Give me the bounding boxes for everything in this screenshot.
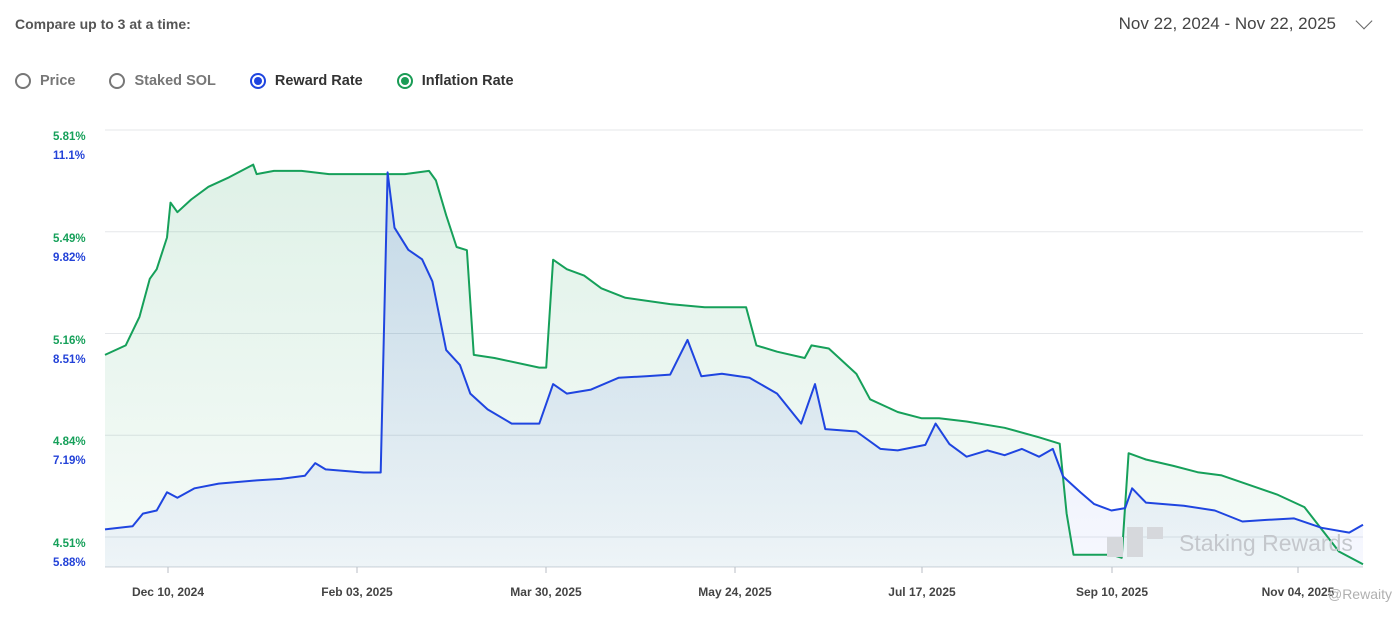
- radio-unchecked-icon: [15, 73, 31, 89]
- y-tick-reward: 5.88%: [53, 557, 86, 569]
- y-tick-reward: 7.19%: [53, 455, 86, 468]
- reward-rate-line[interactable]: [104, 171, 1364, 534]
- x-tick-label: Mar 30, 2025: [510, 585, 582, 599]
- y-tick-inflation: 5.16%: [53, 334, 86, 347]
- x-tick-label: Nov 04, 2025: [1261, 585, 1335, 599]
- staking-rewards-logo-icon: [1107, 527, 1163, 557]
- radio-checked-icon: [249, 73, 266, 89]
- x-tick-label: Dec 10, 2024: [131, 585, 205, 599]
- radio-unchecked-icon: [109, 73, 126, 89]
- toggle-inflation-rate-label: Inflation Rate: [421, 73, 514, 89]
- y-tick-reward: 8.51%: [53, 353, 86, 366]
- y-tick-inflation: 4.84%: [53, 436, 86, 449]
- watermark-handle: @Rewaity: [1327, 586, 1392, 602]
- toggle-staked-sol-label: Staked SOL: [134, 73, 216, 89]
- toggle-staked-sol[interactable]: Staked SOL: [109, 73, 216, 89]
- toggle-price[interactable]: Price: [15, 73, 75, 89]
- staking-rewards-watermark: Staking Rewards: [1107, 527, 1353, 559]
- x-tick-label: Jul 17, 2025: [888, 585, 956, 599]
- compare-label: Compare up to 3 at a time:: [15, 16, 191, 32]
- y-tick-inflation: 4.51%: [53, 538, 86, 550]
- reward-rate-area: [105, 172, 1363, 567]
- toggle-inflation-rate[interactable]: Inflation Rate: [396, 73, 514, 89]
- watermark-text: Staking Rewards: [1179, 529, 1353, 556]
- series-toggles: Price Staked SOL Reward Rate Inflation R…: [15, 73, 548, 89]
- toggle-reward-rate-label: Reward Rate: [274, 73, 363, 89]
- y-tick-reward: 9.82%: [53, 251, 86, 264]
- toggle-reward-rate[interactable]: Reward Rate: [249, 73, 363, 89]
- x-tick-label: May 24, 2025: [698, 585, 772, 599]
- toggle-price-label: Price: [40, 73, 76, 89]
- date-range-picker[interactable]: Nov 22, 2024 - Nov 22, 2025: [1118, 12, 1373, 34]
- date-range-text: Nov 22, 2024 - Nov 22, 2025: [1118, 14, 1336, 33]
- radio-checked-icon: [396, 73, 413, 89]
- y-tick-reward: 11.1%: [53, 150, 85, 162]
- x-tick-label: Sep 10, 2025: [1075, 585, 1149, 599]
- y-tick-inflation: 5.49%: [53, 232, 86, 245]
- x-tick-label: Feb 03, 2025: [321, 585, 393, 599]
- y-tick-inflation: 5.81%: [53, 131, 86, 143]
